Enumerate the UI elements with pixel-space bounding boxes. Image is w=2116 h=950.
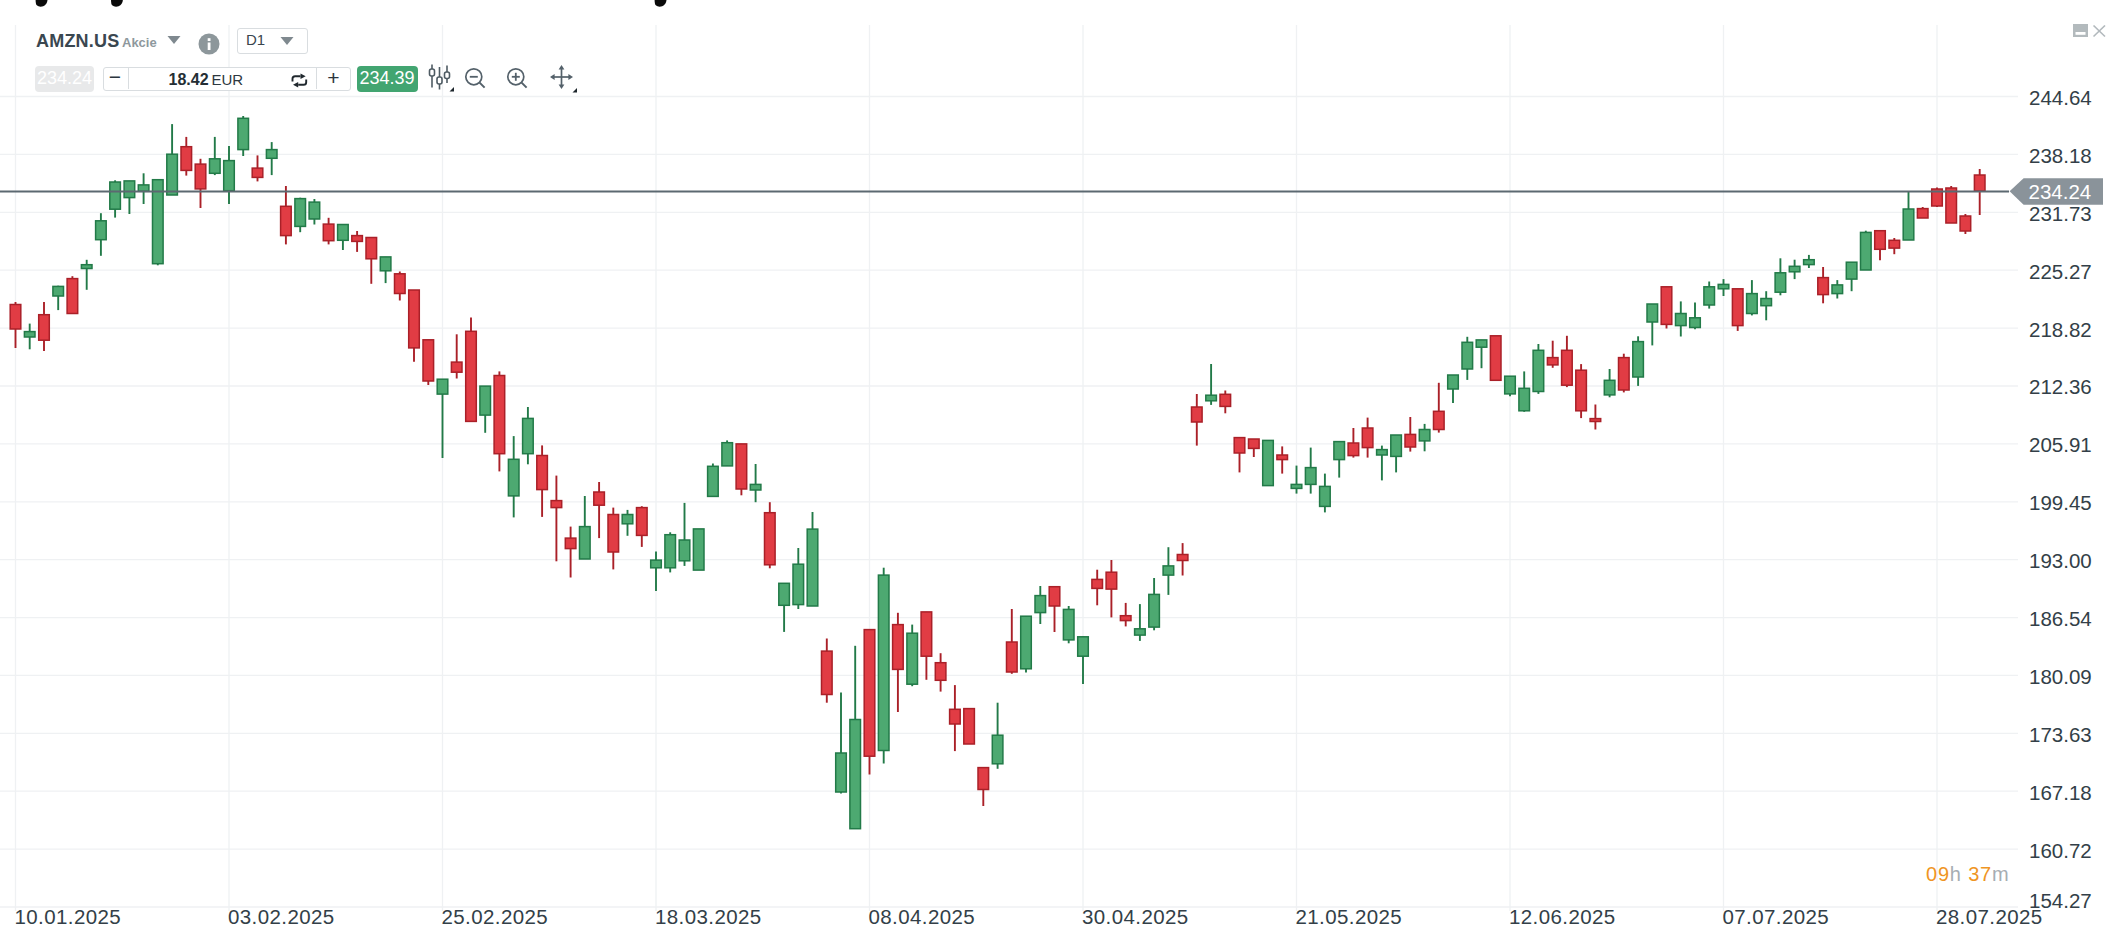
svg-text:234.24: 234.24 — [2029, 180, 2092, 203]
